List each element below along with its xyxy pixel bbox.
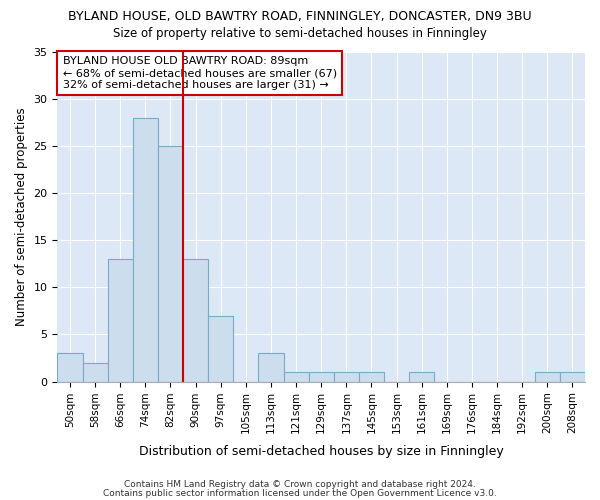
Bar [107, 259, 133, 382]
Text: BYLAND HOUSE, OLD BAWTRY ROAD, FINNINGLEY, DONCASTER, DN9 3BU: BYLAND HOUSE, OLD BAWTRY ROAD, FINNINGLE… [68, 10, 532, 23]
Bar [535, 372, 560, 382]
Bar [259, 354, 284, 382]
Bar [133, 118, 158, 382]
Bar [409, 372, 434, 382]
Bar [208, 316, 233, 382]
Bar [284, 372, 308, 382]
Bar [58, 354, 83, 382]
Bar [359, 372, 384, 382]
Text: Contains HM Land Registry data © Crown copyright and database right 2024.: Contains HM Land Registry data © Crown c… [124, 480, 476, 489]
Bar [334, 372, 359, 382]
Text: Size of property relative to semi-detached houses in Finningley: Size of property relative to semi-detach… [113, 28, 487, 40]
Y-axis label: Number of semi-detached properties: Number of semi-detached properties [15, 107, 28, 326]
X-axis label: Distribution of semi-detached houses by size in Finningley: Distribution of semi-detached houses by … [139, 444, 503, 458]
Bar [158, 146, 183, 382]
Text: Contains public sector information licensed under the Open Government Licence v3: Contains public sector information licen… [103, 488, 497, 498]
Bar [183, 259, 208, 382]
Text: BYLAND HOUSE OLD BAWTRY ROAD: 89sqm
← 68% of semi-detached houses are smaller (6: BYLAND HOUSE OLD BAWTRY ROAD: 89sqm ← 68… [62, 56, 337, 90]
Bar [83, 362, 107, 382]
Bar [308, 372, 334, 382]
Bar [560, 372, 585, 382]
